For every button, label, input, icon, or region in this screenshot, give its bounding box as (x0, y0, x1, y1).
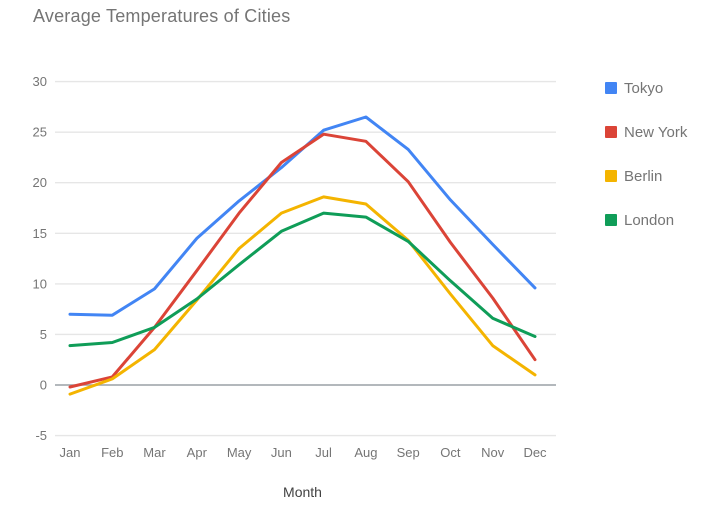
legend-item-berlin[interactable]: Berlin (605, 167, 687, 185)
x-axis-tick: Apr (187, 445, 208, 460)
x-axis-tick: Jun (271, 445, 292, 460)
legend-label-berlin: Berlin (624, 167, 663, 185)
legend-label-tokyo: Tokyo (624, 79, 664, 97)
x-axis-tick: Jul (315, 445, 332, 460)
y-axis-tick: 0 (40, 378, 47, 393)
new-york-series-swatch-icon (605, 126, 617, 138)
x-axis-tick: Feb (101, 445, 123, 460)
x-axis-tick: Nov (481, 445, 505, 460)
x-axis-tick: May (227, 445, 252, 460)
y-axis-tick: 5 (40, 327, 47, 342)
legend-label-london: London (624, 211, 675, 229)
legend-label-new-york: New York (624, 123, 688, 141)
series-line-london[interactable] (68, 211, 537, 348)
legend-item-london[interactable]: London (605, 211, 687, 229)
y-axis-tick: 25 (33, 125, 47, 140)
legend-item-tokyo[interactable]: Tokyo (605, 79, 687, 97)
x-axis-tick: Aug (354, 445, 377, 460)
london-series-swatch-icon (605, 214, 617, 226)
y-axis-tick: 30 (33, 74, 47, 89)
y-axis-tick: -5 (35, 428, 47, 443)
x-axis-title: Month (283, 484, 322, 500)
x-axis-tick: Mar (143, 445, 166, 460)
y-axis-tick: 15 (33, 226, 47, 241)
chart-title: Average Temperatures of Cities (33, 6, 291, 26)
series-line-berlin[interactable] (68, 195, 537, 396)
x-axis-tick: Jan (60, 445, 81, 460)
berlin-series-swatch-icon (605, 170, 617, 182)
legend: Tokyo New York Berlin London (605, 79, 687, 229)
series-line-new-york[interactable] (68, 132, 537, 389)
y-axis-tick: 20 (33, 175, 47, 190)
x-axis-tick: Oct (440, 445, 461, 460)
tokyo-series-swatch-icon (605, 82, 617, 94)
x-axis-tick: Dec (523, 445, 547, 460)
legend-item-new-york[interactable]: New York (605, 123, 687, 141)
x-axis-tick: Sep (397, 445, 420, 460)
y-axis-tick: 10 (33, 276, 47, 291)
